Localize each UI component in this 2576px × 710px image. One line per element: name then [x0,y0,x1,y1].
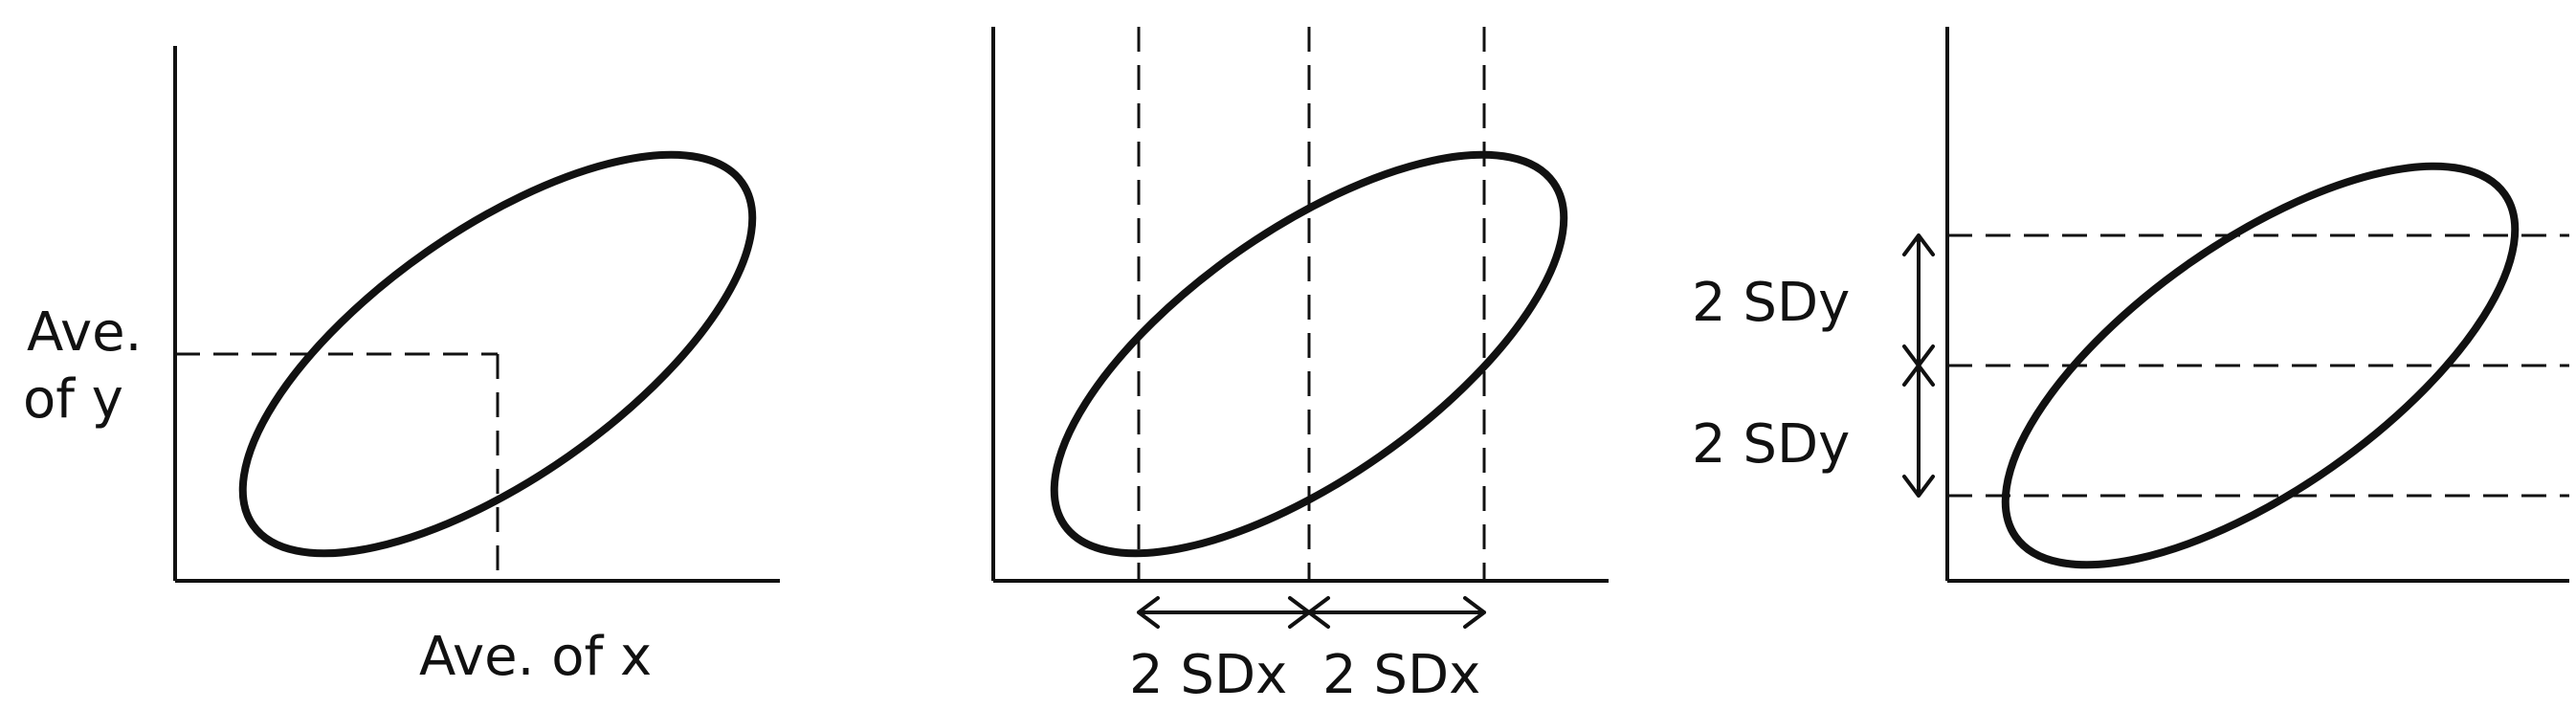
panel3-upper-sd-label: 2 SDy [1692,272,1850,334]
panel3-lower-sd-label: 2 SDy [1692,413,1850,476]
panel-sd-y: 2 SDy 2 SDy [1692,27,2569,583]
panel1-y-mean-label-line1: Ave. [27,301,142,364]
panel-sd-x: 2 SDx 2 SDx [991,27,1609,706]
panel1-y-mean-label-line2: of y [23,368,123,431]
panel1-scatter-ellipse [238,150,757,558]
panel3-upper-sd-arrow [1902,233,1935,367]
panel2-right-sd-arrow [1307,596,1486,629]
panel3-lower-sd-arrow [1902,364,1935,498]
panel1-x-mean-label: Ave. of x [419,626,652,688]
panel2-left-sd-label: 2 SDx [1129,644,1287,706]
panel-averages: Ave. of y Ave. of x [23,46,780,688]
panel3-scatter-ellipse [2001,162,2520,569]
panel2-scatter-ellipse [1050,150,1568,558]
panel2-right-sd-label: 2 SDx [1322,644,1480,706]
panel2-left-sd-arrow [1137,596,1311,629]
